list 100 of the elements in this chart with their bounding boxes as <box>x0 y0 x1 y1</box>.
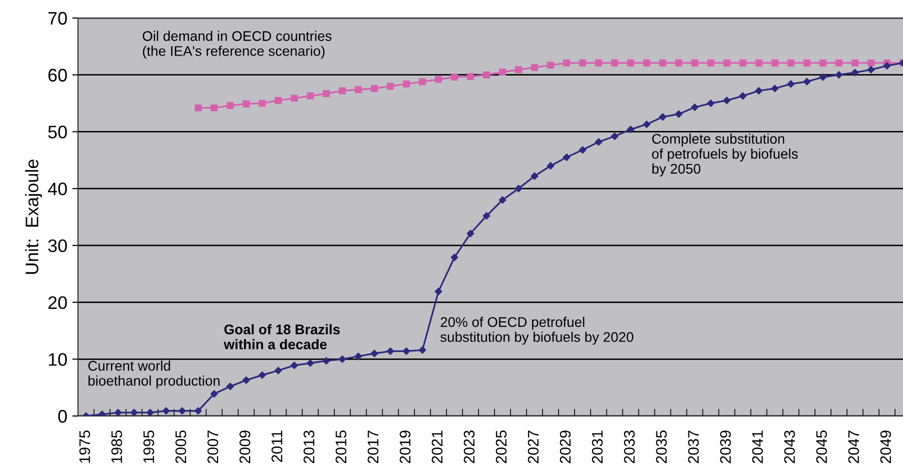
point <box>579 59 586 66</box>
y-tick-label: 10 <box>48 353 67 366</box>
y-tick-label: 60 <box>48 68 67 82</box>
x-tick-label: 2007 <box>207 430 218 464</box>
annotation: Goal of 18 Brazils within a decade <box>224 324 340 350</box>
point <box>691 59 698 66</box>
point <box>162 407 170 415</box>
point <box>450 74 458 81</box>
point <box>386 348 394 355</box>
point <box>563 59 570 66</box>
point <box>643 120 650 128</box>
point <box>370 85 378 92</box>
point <box>578 146 586 154</box>
point <box>723 96 730 104</box>
point <box>562 154 570 161</box>
point <box>178 407 186 415</box>
point <box>258 371 266 379</box>
point <box>531 64 538 71</box>
point <box>306 92 314 100</box>
x-tick-label: 2027 <box>528 430 539 464</box>
point <box>354 86 362 94</box>
point <box>867 66 875 74</box>
point <box>194 104 202 112</box>
x-tick-label: 2025 <box>496 430 507 464</box>
point <box>723 59 730 66</box>
point <box>226 102 234 110</box>
point <box>466 230 474 238</box>
x-tick-label: 2009 <box>239 430 250 464</box>
point <box>675 59 682 66</box>
point <box>787 59 794 66</box>
point <box>418 346 426 354</box>
point <box>851 68 859 76</box>
point <box>146 408 154 416</box>
point <box>402 348 410 355</box>
point <box>499 68 506 76</box>
point <box>835 59 842 66</box>
annotation: 20% of OECD petrofuel substitution by biofuels by 2020 <box>440 316 634 345</box>
point <box>787 80 795 88</box>
point <box>659 59 666 66</box>
point <box>130 408 138 416</box>
point <box>819 59 826 66</box>
point <box>771 84 778 92</box>
point <box>450 254 458 262</box>
point <box>114 408 122 416</box>
y-tick-label: 30 <box>48 239 67 252</box>
x-tick-label: 1995 <box>143 430 154 463</box>
x-tick-label: 2023 <box>464 430 475 464</box>
point <box>210 104 218 112</box>
point <box>370 350 378 358</box>
x-tick-label: 2005 <box>175 430 186 464</box>
x-tick-label: 2035 <box>656 430 667 464</box>
point <box>467 73 474 80</box>
point <box>434 76 442 83</box>
x-tick-label: 2017 <box>368 430 378 464</box>
point <box>515 66 522 74</box>
point <box>707 100 714 107</box>
point <box>546 162 554 170</box>
point <box>595 59 602 66</box>
point <box>242 100 250 108</box>
point <box>322 357 330 364</box>
x-tick-label: 2043 <box>784 430 795 464</box>
point <box>691 104 698 111</box>
point <box>835 71 843 78</box>
y-tick-label: 70 <box>48 12 67 25</box>
y-tick-label: 50 <box>48 126 67 138</box>
y-axis-title: Unit: Exajoule <box>25 160 42 274</box>
point <box>883 62 891 70</box>
x-tick-label: 2019 <box>400 430 410 464</box>
point <box>611 59 618 66</box>
point <box>498 196 506 204</box>
point <box>803 78 811 86</box>
point <box>418 78 426 86</box>
x-tick-label: 2011 <box>272 430 282 462</box>
point <box>226 382 234 390</box>
point <box>803 59 810 66</box>
point <box>707 59 714 66</box>
y-tick-label: 0 <box>58 410 67 423</box>
point <box>386 82 394 90</box>
x-tick-label: 2013 <box>304 430 314 464</box>
x-tick-label: 2037 <box>688 430 699 464</box>
x-tick-label: 2047 <box>848 430 860 464</box>
x-tick-label: 2015 <box>336 430 346 464</box>
point <box>643 59 650 66</box>
x-tick-label: 1975 <box>79 430 90 463</box>
point <box>210 390 218 398</box>
point <box>739 59 746 66</box>
y-tick-label: 40 <box>48 182 67 196</box>
x-tick-label: 1985 <box>111 430 122 463</box>
x-tick-label: 2045 <box>816 430 828 464</box>
point <box>338 356 346 363</box>
point <box>627 126 634 134</box>
point <box>274 366 282 374</box>
point <box>290 362 298 370</box>
point <box>290 94 298 102</box>
point <box>675 110 682 118</box>
point <box>514 184 522 192</box>
point <box>338 87 346 94</box>
x-tick-label: 2033 <box>624 430 635 464</box>
point <box>611 132 618 140</box>
x-tick-label: 2031 <box>592 430 603 464</box>
